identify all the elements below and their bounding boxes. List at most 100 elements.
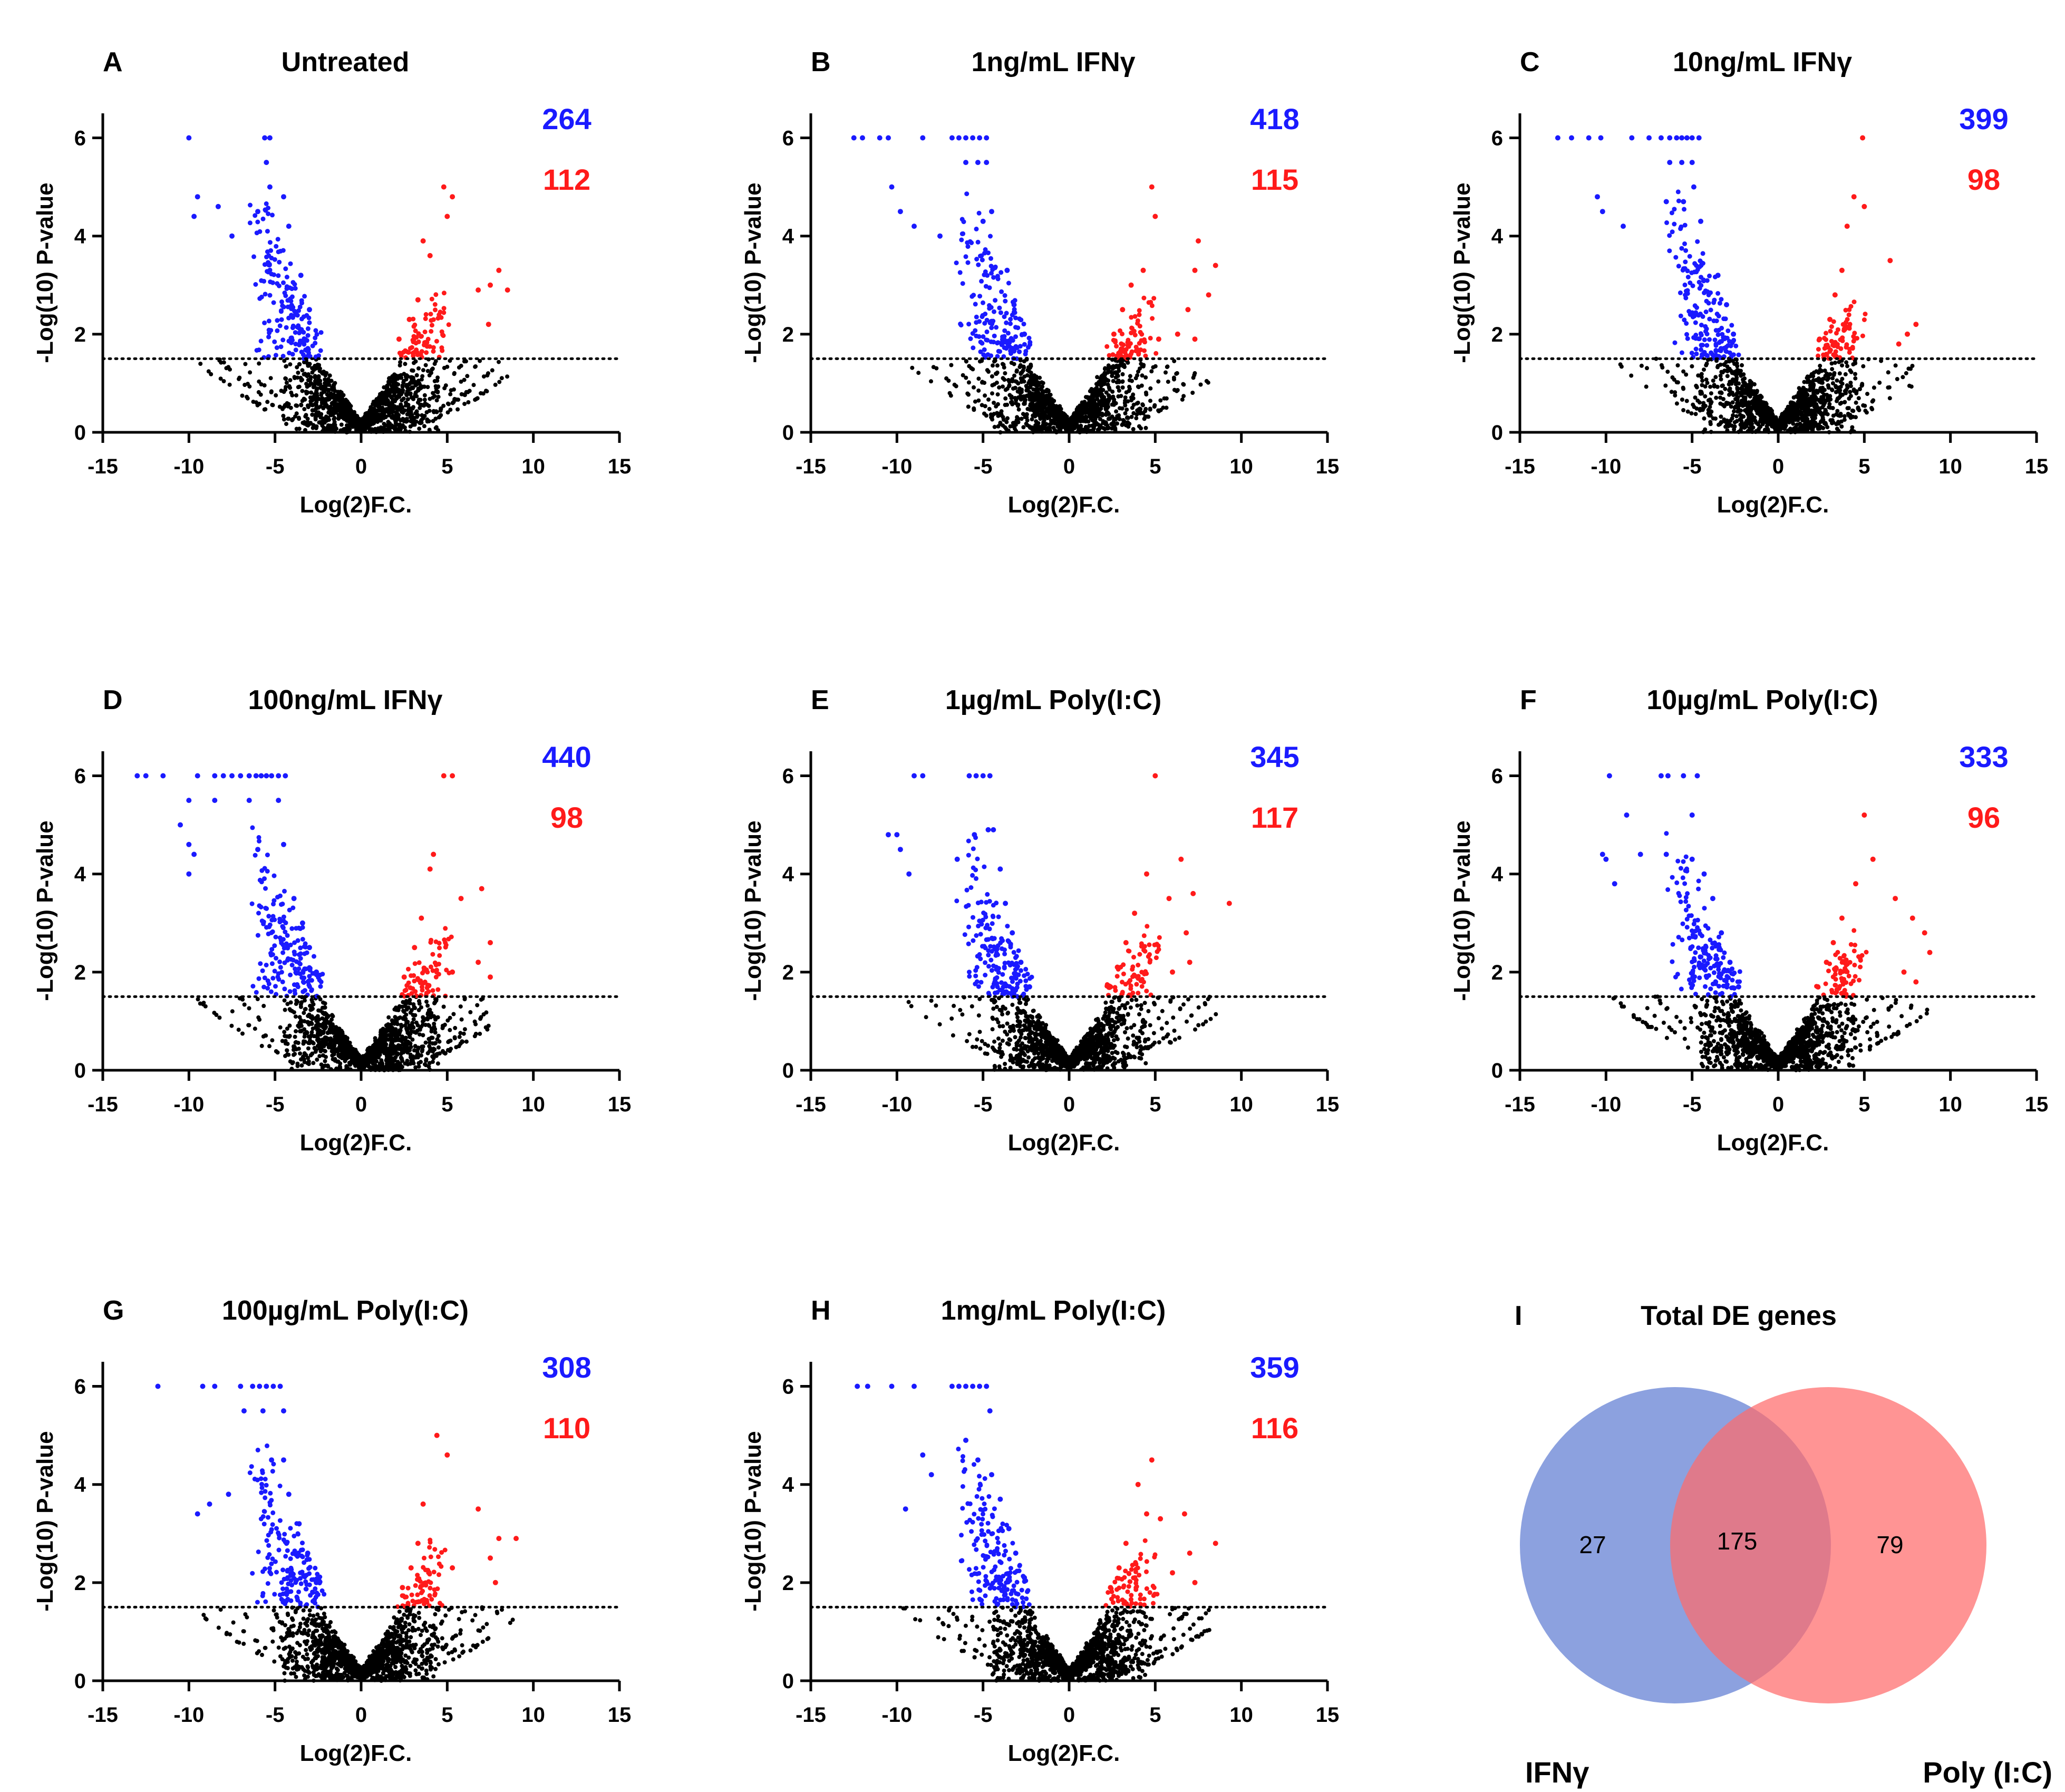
ns-point xyxy=(1769,414,1774,419)
down-point xyxy=(1000,341,1005,346)
ns-point xyxy=(438,408,443,413)
ns-point xyxy=(305,374,309,379)
down-point xyxy=(267,240,273,245)
ns-point xyxy=(475,396,480,401)
ns-point xyxy=(1110,389,1115,394)
up-point xyxy=(1862,204,1867,209)
down-point xyxy=(1718,339,1723,344)
ns-point xyxy=(1796,412,1800,417)
ns-point xyxy=(1871,398,1876,403)
ns-point xyxy=(433,416,438,421)
ns-point xyxy=(422,384,427,389)
ns-point xyxy=(1005,416,1010,421)
down-point xyxy=(1693,333,1699,337)
ns-point xyxy=(298,1051,303,1056)
ns-point xyxy=(1659,363,1664,367)
down-point xyxy=(1699,260,1704,265)
ns-point xyxy=(283,376,288,381)
ns-point xyxy=(1709,409,1713,414)
down-point xyxy=(993,264,998,269)
ns-point xyxy=(1016,395,1021,400)
down-point xyxy=(1712,337,1718,343)
ns-point xyxy=(410,380,415,385)
ns-point xyxy=(1036,381,1041,386)
ns-point xyxy=(1094,392,1099,397)
down-point xyxy=(1672,340,1678,345)
ns-point xyxy=(433,410,438,414)
ns-point xyxy=(326,427,331,431)
ns-point xyxy=(462,392,467,397)
down-point xyxy=(980,218,986,224)
down-point xyxy=(298,273,304,278)
ns-point xyxy=(397,373,402,378)
ns-point xyxy=(1669,390,1674,394)
down-point xyxy=(1684,332,1689,337)
ns-point xyxy=(419,402,424,407)
ns-point xyxy=(415,413,420,418)
down-point xyxy=(316,353,321,359)
down-point xyxy=(283,293,288,298)
ns-point xyxy=(243,362,248,366)
ns-point xyxy=(1096,388,1101,393)
ns-point xyxy=(451,387,456,392)
ns-point xyxy=(1821,418,1826,422)
down-point xyxy=(1678,290,1683,295)
ns-point xyxy=(1039,412,1043,416)
ns-point xyxy=(295,365,299,370)
ns-point xyxy=(1831,420,1836,425)
ns-point xyxy=(1040,384,1045,389)
ns-point xyxy=(382,411,386,416)
ns-point xyxy=(1074,407,1079,412)
ns-point xyxy=(1693,395,1698,400)
up-point xyxy=(1113,340,1118,345)
x-axis-label: Log(2)F.C. xyxy=(1008,492,1120,518)
down-point xyxy=(1667,233,1672,238)
down-point xyxy=(897,209,903,215)
down-point xyxy=(974,320,979,325)
ns-point xyxy=(1736,395,1740,400)
ns-point xyxy=(465,374,470,379)
ns-point xyxy=(1820,390,1825,394)
ns-point xyxy=(929,379,933,384)
ns-point xyxy=(412,422,417,427)
ns-point xyxy=(409,410,413,414)
ns-point xyxy=(1129,395,1133,400)
up-point xyxy=(1111,331,1117,337)
up-point xyxy=(1913,322,1919,327)
ns-point xyxy=(431,395,435,400)
ns-point xyxy=(1887,396,1892,401)
ns-point xyxy=(1040,390,1045,395)
up-point xyxy=(1150,316,1155,321)
up-point xyxy=(1120,307,1126,313)
x-tick-label: -5 xyxy=(1683,455,1702,478)
ns-point xyxy=(1122,419,1127,424)
down-point xyxy=(1727,338,1732,344)
down-point xyxy=(318,348,323,353)
x-tick-label: -15 xyxy=(796,455,826,478)
ns-point xyxy=(1835,427,1839,431)
down-point xyxy=(263,207,268,212)
ns-point xyxy=(499,376,504,381)
down-point xyxy=(1023,348,1029,354)
panel-b: B 1ng/mL IFNγ-15 -10 -5 0 5 10 150246Log(2)F.C.… xyxy=(740,47,1339,518)
ns-point xyxy=(1728,419,1733,423)
up-point xyxy=(1128,352,1133,356)
ns-point xyxy=(466,400,471,404)
ns-point xyxy=(1757,402,1762,406)
down-point xyxy=(1692,303,1698,308)
ns-point xyxy=(980,380,985,384)
ns-point xyxy=(308,375,313,380)
down-point xyxy=(318,330,324,335)
down-point xyxy=(285,298,290,303)
down-point xyxy=(1704,298,1709,304)
ns-point xyxy=(1030,417,1034,422)
down-point xyxy=(984,329,990,334)
ns-point xyxy=(1089,408,1093,412)
y-tick-label: 6 xyxy=(1491,127,1503,150)
down-point xyxy=(310,343,315,348)
down-point xyxy=(299,316,304,322)
ns-point xyxy=(1674,401,1679,406)
down-point xyxy=(1663,199,1669,205)
up-point xyxy=(1851,338,1856,344)
ns-point xyxy=(1665,370,1670,374)
